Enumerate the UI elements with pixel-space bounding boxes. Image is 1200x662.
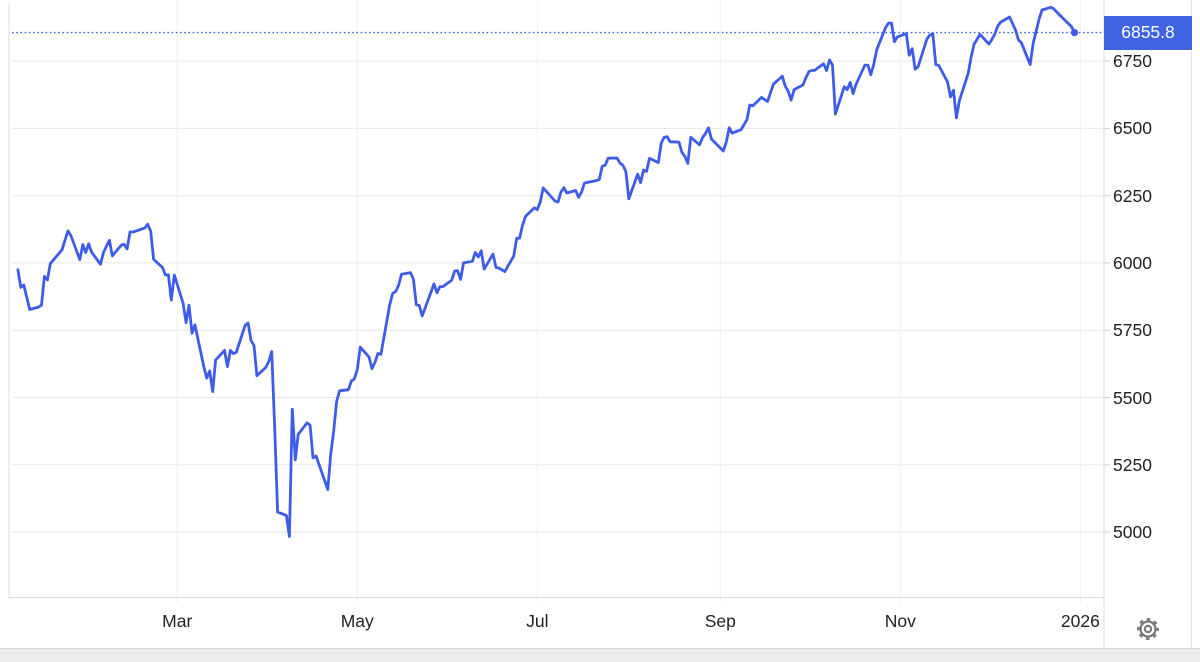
y-tick-label: 6000 (1113, 252, 1152, 273)
x-tick-label: Sep (704, 611, 736, 631)
y-tick-label: 5500 (1113, 387, 1152, 408)
x-tick-label: Mar (162, 611, 193, 631)
series-end-marker (1070, 28, 1079, 37)
y-tick-label: 6500 (1113, 118, 1152, 139)
x-tick-label: 2026 (1060, 611, 1100, 631)
current-value-badge: 6855.8 (1104, 15, 1192, 50)
y-tick-label: 5750 (1113, 320, 1152, 341)
x-tick-label: Nov (884, 611, 916, 631)
bottom-strip (0, 648, 1200, 662)
y-tick-label: 6250 (1113, 185, 1152, 206)
x-tick-label: May (340, 611, 374, 631)
y-tick-label: 5000 (1113, 522, 1152, 543)
series-line (16, 5, 1076, 538)
y-tick-label: 6750 (1113, 51, 1152, 72)
y-tick-label: 5250 (1113, 454, 1152, 475)
settings-gear-button[interactable] (1130, 612, 1166, 646)
x-tick-label: Jul (526, 611, 549, 631)
current-value-label: 6855.8 (1121, 22, 1175, 43)
gear-icon (1137, 618, 1159, 640)
